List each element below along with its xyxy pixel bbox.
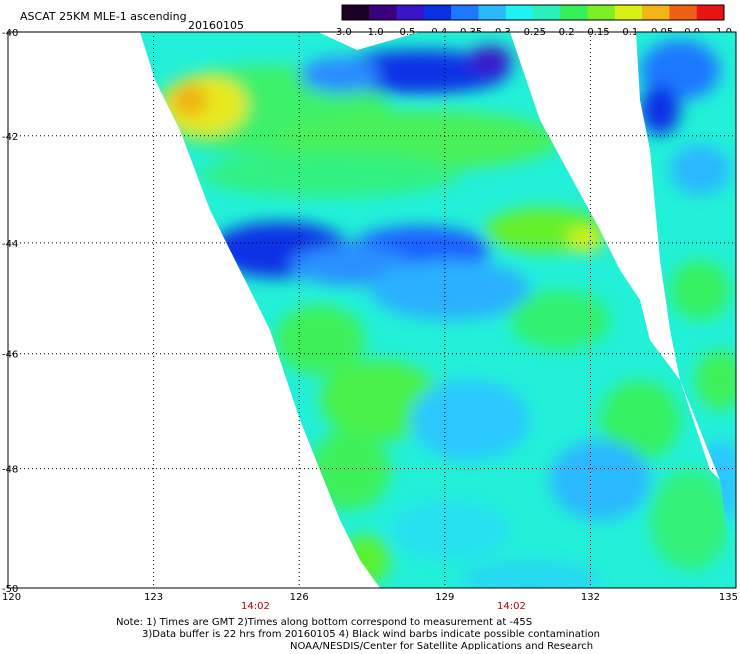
longitude-labels: 120 123 126 129 132 135 [2,592,738,603]
latitude-label: -44 [2,239,18,250]
colorbar-swatch [369,5,398,20]
colorbar-swatch [451,5,479,20]
colorbar-swatch [669,5,698,20]
colorbar-swatch [560,5,589,20]
map-date: 20160105 [188,19,244,32]
longitude-label: 123 [144,592,163,603]
colorbar-swatch [696,5,725,20]
latitude-label: -50 [2,584,18,595]
latitude-label: -46 [2,350,18,361]
colorbar-swatch [614,5,643,20]
colorbar-swatch [396,5,425,20]
wind-field [140,32,736,588]
colorbar-swatch [478,5,507,20]
plot-frame [7,31,737,589]
note-line-1: Note: 1) Times are GMT 2)Times along bot… [116,617,532,628]
longitude-label: 132 [581,592,600,603]
colorbar-swatch [342,5,370,20]
note-line-3: NOAA/NESDIS/Center for Satellite Applica… [290,641,593,650]
latitude-labels: -40 -42 -44 -46 -48 -50 [2,28,18,595]
colorbar-swatch [587,5,616,20]
latitude-label: -40 [2,28,18,39]
time-label-2: 14:02 [497,601,526,612]
longitude-label: 129 [435,592,454,603]
colorbar-frame [341,4,725,21]
map-title: ASCAT 25KM MLE-1 ascending [20,10,187,23]
colorbar-swatch [505,5,534,20]
longitude-label: 126 [290,592,309,603]
longitude-label: 135 [719,592,738,603]
latitude-label: -42 [2,132,18,143]
colorbar-swatch [642,5,670,20]
latitude-label: -48 [2,465,18,476]
longitude-label: 120 [2,592,21,603]
time-label-1: 14:02 [241,601,270,612]
note-line-2: 3)Data buffer is 22 hrs from 20160105 4)… [142,629,600,640]
colorbar-swatch [533,5,561,20]
colorbar-swatch [423,5,452,20]
